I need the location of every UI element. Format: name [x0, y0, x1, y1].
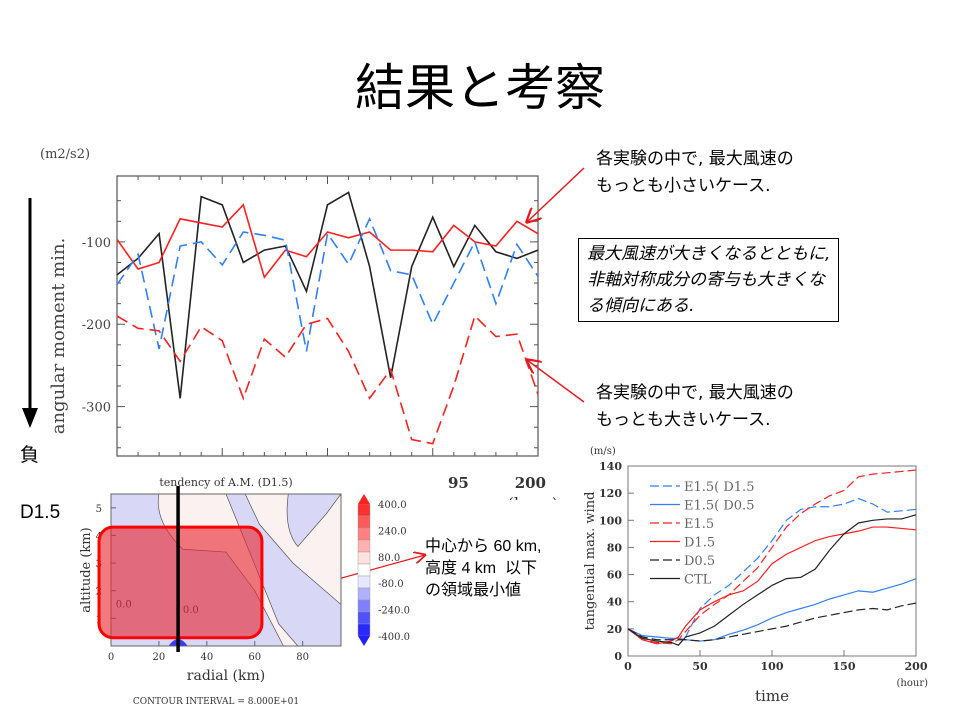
- x-axis-unit: (hour): [508, 494, 558, 500]
- y-axis-label: altitude (km): [79, 527, 94, 612]
- x-tick-label: 50: [692, 660, 708, 673]
- y-tick-label: 5: [96, 504, 102, 515]
- contour-interval-footer: CONTOUR INTERVAL = 8.000E+01: [133, 697, 299, 707]
- colorbar-swatch: [357, 551, 371, 565]
- x-tick-label: 200: [905, 660, 928, 673]
- tangential-wind-chart: 0 50 100 150 200 0 20 40 60 80 100 120 140 (m/s) time (…: [583, 446, 929, 705]
- x-tick-label: 150: [833, 660, 856, 673]
- x-axis-unit: (hour): [897, 678, 929, 689]
- annotation-largest-case: 各実験の中で, 最大風速の もっとも大きいケース.: [596, 383, 794, 430]
- legend-label: E1.5( D0.5: [684, 499, 754, 514]
- series-line-D1.5: [627, 526, 917, 645]
- y-tick-label: 80: [607, 541, 623, 554]
- x-tick-label: 60: [248, 652, 261, 663]
- negative-region: [269, 493, 342, 548]
- y-tick-label: 60: [607, 569, 623, 582]
- colorbar-label: -80.0: [378, 579, 404, 590]
- y-tick-label: -100: [82, 236, 111, 251]
- unit-label: (m2/s2): [40, 147, 90, 162]
- annotation-smallest-case: 各実験の中で, 最大風速の もっとも小さいケース.: [596, 149, 794, 196]
- colorbar-max-arrow: [358, 494, 370, 504]
- x-tick-label: 0: [108, 652, 114, 663]
- y-axis-label: angular moment min.: [48, 238, 69, 435]
- x-axis-label: radial (km): [187, 668, 265, 684]
- x-tick-label: 80: [296, 652, 309, 663]
- tendency-contour-plot: 02040608012345tendency of A.M. (D1.5)rad…: [79, 476, 410, 707]
- legend-label: E1.5( D1.5: [684, 480, 754, 495]
- colorbar-swatch: [357, 515, 371, 529]
- series-line-E1.5: [627, 469, 917, 645]
- negative-direction-arrow-icon: [22, 198, 38, 428]
- plot-frame: [627, 465, 917, 657]
- legend-label: CTL: [684, 573, 712, 588]
- series-line-CTL: [627, 514, 917, 646]
- colorbar-label: -240.0: [378, 606, 410, 617]
- x-tick-label: 40: [200, 652, 213, 663]
- negative-label: 負: [20, 445, 40, 466]
- x-tick-label: 0: [624, 660, 632, 673]
- x-tick-label: 20: [153, 652, 166, 663]
- angular-moment-chart: -100 -200 -300 (m2/s2) angular moment min. 95…: [40, 147, 558, 500]
- y-tick-label: 140: [599, 460, 622, 473]
- colorbar-label: 240.0: [378, 526, 407, 537]
- colorbar-swatch: [357, 539, 371, 553]
- y-tick-label: 120: [599, 487, 622, 500]
- series-line-red-solid: [116, 203, 539, 280]
- highlight-region-box: [97, 525, 264, 640]
- colorbar-swatch: [357, 623, 371, 637]
- colorbar-label: -400.0: [378, 632, 410, 643]
- x-axis-label: time: [755, 687, 789, 705]
- colorbar-swatch: [357, 527, 371, 541]
- y-axis-label: tangential max. wind: [583, 492, 598, 631]
- unit-label: (m/s): [590, 446, 616, 457]
- series-line-black-solid: [116, 191, 539, 399]
- slide-title: 結果と考察: [355, 59, 605, 117]
- region-note: 中心から 60 km, 高度 4 km 以下 の領域最小値: [425, 538, 542, 599]
- colorbar-swatch: [357, 563, 371, 577]
- colorbar-swatch: [357, 575, 371, 589]
- contour-title: tendency of A.M. (D1.5): [159, 476, 292, 489]
- x-tick-label: 95: [448, 474, 469, 492]
- y-tick-label: -200: [82, 318, 111, 333]
- case-label: D1.5: [20, 502, 61, 523]
- series-line-E1.5( D1.5: [627, 497, 917, 646]
- series-line-blue-dashed: [116, 216, 539, 352]
- colorbar-label: 80.0: [378, 553, 400, 564]
- x-tick-label: 200: [515, 474, 546, 492]
- colorbar-min-arrow: [358, 636, 370, 646]
- legend-label: E1.5: [684, 517, 714, 532]
- plot-frame: [116, 175, 539, 457]
- colorbar-swatch: [357, 599, 371, 613]
- y-tick-label: 100: [599, 514, 622, 527]
- conclusion-box: 最大風速が大きくなるとともに, 非軸対称成分の寄与も大きくな る傾向にある.: [578, 238, 840, 322]
- y-tick-label: 0: [614, 650, 622, 663]
- colorbar-label: 400.0: [378, 500, 407, 511]
- colorbar-swatch: [357, 587, 371, 601]
- y-tick-label: -300: [82, 401, 111, 416]
- y-tick-label: 40: [607, 596, 623, 609]
- series-line-red-dashed: [116, 314, 539, 445]
- y-tick-label: 20: [607, 623, 623, 636]
- colorbar-swatch: [357, 611, 371, 625]
- colorbar-swatch: [357, 503, 371, 517]
- x-tick-label: 100: [761, 660, 784, 673]
- legend-label: D0.5: [684, 554, 715, 569]
- legend-label: D1.5: [684, 536, 715, 551]
